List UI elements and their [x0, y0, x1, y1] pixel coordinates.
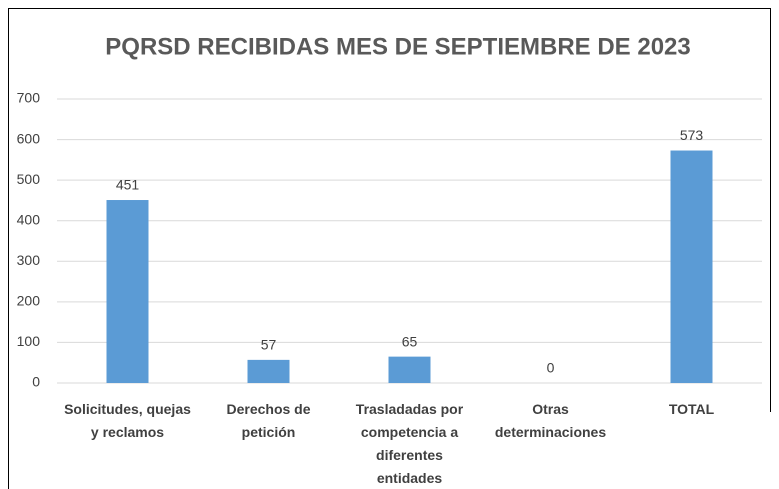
y-tick-label: 700 — [17, 90, 41, 106]
bar — [106, 200, 149, 383]
y-tick-label: 500 — [17, 171, 41, 187]
data-label: 451 — [116, 177, 140, 193]
chart-title: PQRSD RECIBIDAS MES DE SEPTIEMBRE DE 202… — [105, 33, 690, 60]
bar — [670, 150, 713, 383]
x-tick-label: Derechos de petición — [226, 401, 311, 440]
y-tick-label: 100 — [17, 333, 41, 349]
y-tick-label: 400 — [17, 211, 41, 227]
data-label: 573 — [680, 127, 704, 143]
y-tick-label: 200 — [17, 293, 41, 309]
x-tick-label: Trasladadas por competencia a diferentes… — [355, 401, 464, 486]
data-label: 57 — [261, 337, 277, 353]
x-tick-label: TOTAL — [668, 401, 715, 417]
bar — [388, 356, 431, 383]
data-label: 0 — [547, 360, 555, 376]
x-tick-label: Solicitudes, quejas y reclamos — [64, 401, 191, 440]
y-tick-label: 0 — [32, 374, 40, 390]
frame — [8, 8, 771, 489]
y-tick-label: 300 — [17, 252, 41, 268]
bar — [247, 359, 290, 383]
y-tick-label: 600 — [17, 130, 41, 146]
data-label: 65 — [402, 333, 418, 349]
x-tick-label: Otras determinaciones — [494, 401, 607, 440]
